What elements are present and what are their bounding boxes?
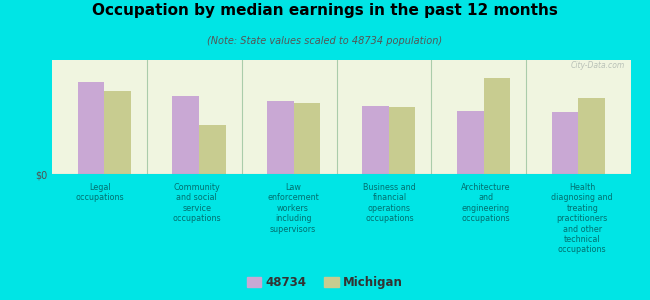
Text: Architecture
and
engineering
occupations: Architecture and engineering occupations xyxy=(461,183,511,223)
Bar xyxy=(294,103,320,174)
Bar xyxy=(578,98,605,174)
Bar xyxy=(362,106,389,174)
Text: Business and
financial
operations
occupations: Business and financial operations occupa… xyxy=(363,183,416,223)
Bar xyxy=(267,101,294,174)
Text: (Note: State values scaled to 48734 population): (Note: State values scaled to 48734 popu… xyxy=(207,36,443,46)
Bar xyxy=(104,92,131,174)
Legend: 48734, Michigan: 48734, Michigan xyxy=(244,273,406,291)
Text: Occupation by median earnings in the past 12 months: Occupation by median earnings in the pas… xyxy=(92,3,558,18)
Text: Law
enforcement
workers
including
supervisors: Law enforcement workers including superv… xyxy=(267,183,319,234)
Text: Legal
occupations: Legal occupations xyxy=(76,183,125,203)
Text: Community
and social
service
occupations: Community and social service occupations xyxy=(172,183,221,223)
Bar xyxy=(552,112,578,174)
Text: City-Data.com: City-Data.com xyxy=(571,61,625,70)
Bar xyxy=(389,107,415,174)
Text: Health
diagnosing and
treating
practitioners
and other
technical
occupations: Health diagnosing and treating practitio… xyxy=(551,183,613,254)
Bar xyxy=(457,111,484,174)
Bar xyxy=(199,125,226,174)
Bar xyxy=(484,79,510,174)
Bar xyxy=(77,82,104,174)
Bar xyxy=(172,96,199,174)
